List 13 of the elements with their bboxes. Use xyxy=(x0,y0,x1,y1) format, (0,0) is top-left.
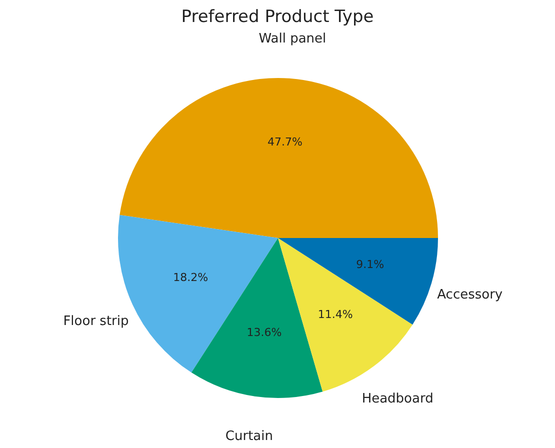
data-label: 11.4% xyxy=(318,308,353,321)
pie-slice xyxy=(278,238,438,325)
slice-label: Headboard xyxy=(362,391,434,406)
data-label: 13.6% xyxy=(246,326,282,339)
data-label: 47.7% xyxy=(267,135,302,148)
slice-label: Accessory xyxy=(437,287,503,302)
pie-slice xyxy=(120,78,438,238)
slice-label: Wall panel xyxy=(258,32,326,47)
slice-label: Floor strip xyxy=(63,314,129,329)
data-label: 9.1% xyxy=(356,258,384,272)
slice-label: Curtain xyxy=(225,428,273,444)
data-label: 18.2% xyxy=(173,270,208,284)
chart-title: Preferred Product Type xyxy=(181,7,374,27)
